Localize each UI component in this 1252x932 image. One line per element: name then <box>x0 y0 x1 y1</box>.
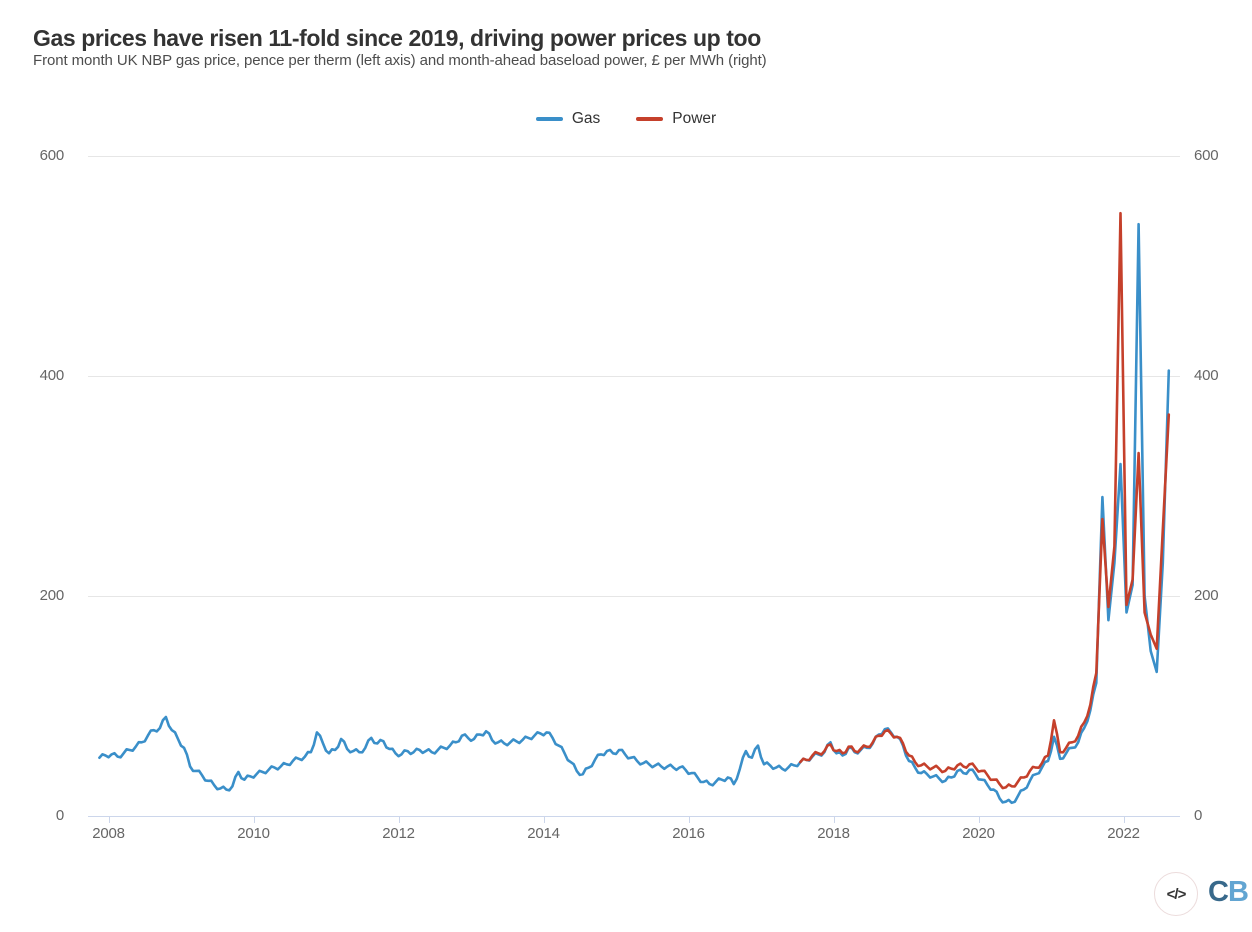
x-tick-2014 <box>543 817 545 823</box>
x-axis-label-2018: 2018 <box>817 825 850 842</box>
y-axis-left-label-200: 200 <box>39 587 65 604</box>
x-axis-label-2022: 2022 <box>1107 825 1140 842</box>
x-axis-label-2010: 2010 <box>237 825 270 842</box>
legend: Gas Power <box>0 110 1252 128</box>
chart-subtitle: Front month UK NBP gas price, pence per … <box>33 52 767 69</box>
x-axis-label-2012: 2012 <box>382 825 415 842</box>
x-tick-2022 <box>1123 817 1125 823</box>
legend-label-power: Power <box>672 110 717 127</box>
x-axis-label-2014: 2014 <box>527 825 560 842</box>
x-axis-label-2020: 2020 <box>962 825 995 842</box>
gridline-400 <box>88 376 1180 377</box>
legend-item-power[interactable]: Power <box>636 110 716 128</box>
code-icon: </> <box>1166 885 1187 903</box>
legend-label-gas: Gas <box>571 110 601 127</box>
y-axis-right-label-200: 200 <box>1194 587 1219 604</box>
gas-line-swatch <box>535 117 563 121</box>
y-axis-right-label-400: 400 <box>1194 367 1219 384</box>
y-axis-left-label-600: 600 <box>39 147 65 164</box>
page-title: Gas prices have risen 11-fold since 2019… <box>33 25 761 52</box>
logo-letter-b: B <box>1227 876 1249 908</box>
legend-item-gas[interactable]: Gas <box>535 110 601 128</box>
x-axis-label-2008: 2008 <box>92 825 125 842</box>
x-tick-2010 <box>253 817 255 823</box>
y-axis-right-label-0: 0 <box>1194 807 1203 824</box>
series-line-power <box>799 211 1171 790</box>
x-tick-2008 <box>108 817 110 823</box>
logo-letter-c: C <box>1208 876 1229 908</box>
y-axis-left-label-0: 0 <box>55 807 64 824</box>
y-axis-left-label-400: 400 <box>39 367 65 384</box>
x-tick-2018 <box>833 817 835 823</box>
series-line-gas <box>98 222 1171 805</box>
power-line-swatch <box>636 117 664 121</box>
x-tick-2020 <box>978 817 980 823</box>
gridline-200 <box>88 596 1180 597</box>
gridline-600 <box>88 156 1180 157</box>
x-tick-2016 <box>688 817 690 823</box>
x-axis-label-2016: 2016 <box>672 825 705 842</box>
x-tick-2012 <box>398 817 400 823</box>
carbon-brief-logo[interactable]: CB <box>1208 876 1249 909</box>
embed-code-button[interactable]: </> <box>1154 872 1198 916</box>
x-axis-line <box>88 816 1180 817</box>
y-axis-right-label-600: 600 <box>1194 147 1219 164</box>
